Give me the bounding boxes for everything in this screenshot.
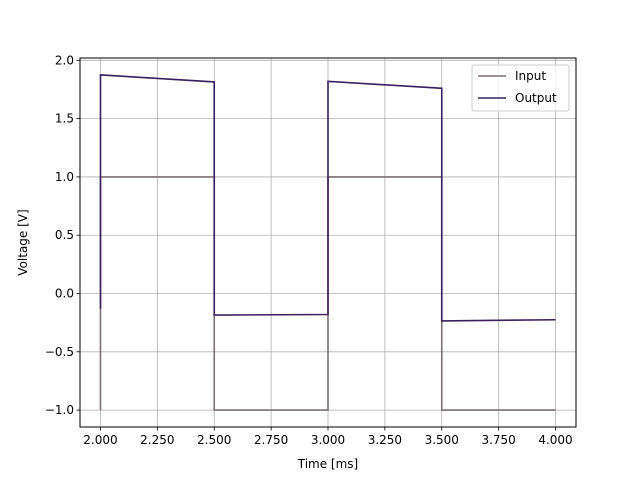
legend-label-output: Output xyxy=(515,91,557,105)
y-axis-label: Voltage [V] xyxy=(16,209,30,275)
series-layer xyxy=(99,74,556,411)
y-tick-label: −0.5 xyxy=(45,345,74,359)
y-tick-label: 1.0 xyxy=(55,170,74,184)
series-line-input xyxy=(99,176,556,411)
x-tick-label: 2.750 xyxy=(254,433,288,447)
y-tick-label: 2.0 xyxy=(55,53,74,67)
legend: Input Output xyxy=(471,64,570,112)
x-tick-label: 2.250 xyxy=(140,433,174,447)
y-tick-label: −1.0 xyxy=(45,403,74,417)
x-tick-label: 3.000 xyxy=(311,433,345,447)
y-tick-label: 1.5 xyxy=(55,112,74,126)
x-tick-label: 2.500 xyxy=(197,433,231,447)
legend-label-input: Input xyxy=(515,69,546,83)
x-tick-label: 3.250 xyxy=(368,433,402,447)
y-axis: −1.0 −0.5 0.0 0.5 1.0 1.5 2.0 xyxy=(45,53,80,417)
y-tick-label: 0.0 xyxy=(55,287,74,301)
x-axis: 2.000 2.250 2.500 2.750 3.000 3.250 3.500 3.750… xyxy=(83,427,573,447)
x-tick-label: 3.750 xyxy=(481,433,515,447)
y-tick-label: 0.5 xyxy=(55,228,74,242)
x-tick-label: 3.500 xyxy=(425,433,459,447)
x-tick-label: 2.000 xyxy=(83,433,117,447)
x-axis-label: Time [ms] xyxy=(297,457,359,471)
series-line-output xyxy=(99,74,556,322)
x-tick-label: 4.000 xyxy=(538,433,572,447)
